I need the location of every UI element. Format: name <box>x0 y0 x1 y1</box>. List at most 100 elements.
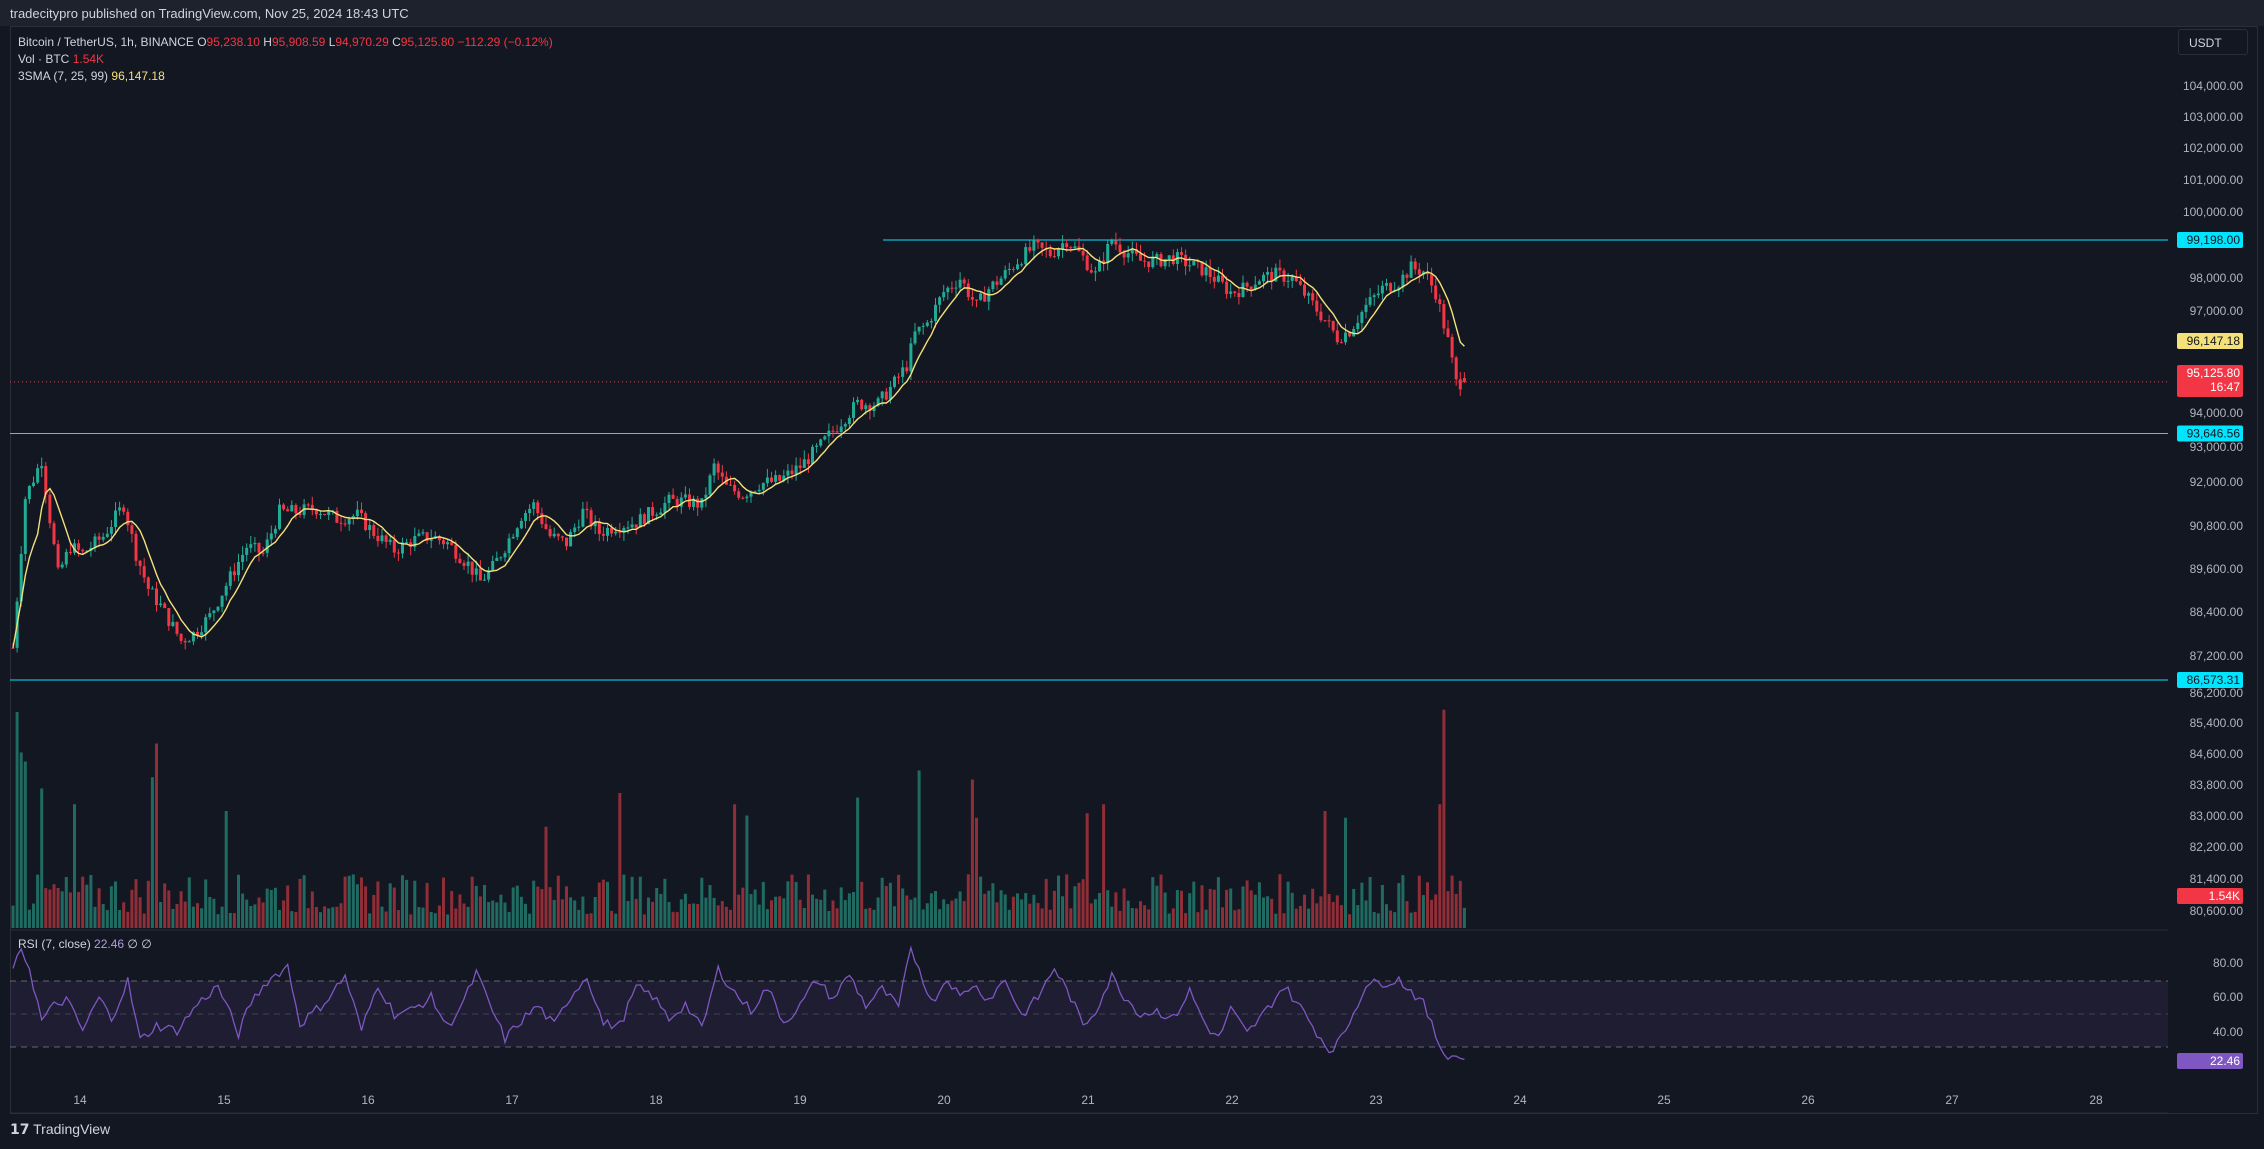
candle-body <box>216 606 220 611</box>
volume-bar <box>1442 709 1446 928</box>
candle-body <box>294 505 298 514</box>
volume-bar <box>384 911 388 928</box>
brand[interactable]: 𝟭𝟳 TradingView <box>10 1121 110 1138</box>
volume-bar <box>950 900 954 928</box>
candle-body <box>1016 264 1019 270</box>
candle-body <box>466 561 470 566</box>
volume-bar <box>647 897 650 928</box>
level-marker-text: 93,646.56 <box>2187 426 2241 440</box>
volume-bar <box>68 892 72 928</box>
candle-body <box>1290 276 1294 281</box>
volume-bar <box>458 894 462 928</box>
volume-bar <box>1110 906 1114 928</box>
candle-body <box>130 525 134 534</box>
candle-body <box>942 292 946 298</box>
candle-body <box>733 484 737 492</box>
candle-body <box>675 498 679 507</box>
candle-body <box>142 566 146 578</box>
volume-bar <box>1274 913 1278 928</box>
volume-bar <box>1143 905 1147 928</box>
candle-body <box>995 281 999 285</box>
candle-body <box>286 509 290 512</box>
time-tick-label: 20 <box>937 1093 951 1107</box>
symbol-name[interactable]: Bitcoin / TetherUS, 1h, BINANCE <box>18 35 194 49</box>
candle-body <box>856 399 860 403</box>
last-price-marker-text: 95,125.80 <box>2187 366 2241 380</box>
volume-bar <box>474 885 478 928</box>
candle-body <box>1364 304 1368 313</box>
price-axis-label: 100,000.00 <box>2183 205 2243 219</box>
volume-bar <box>249 906 253 928</box>
candle-body <box>265 539 269 553</box>
candle-body <box>159 603 163 606</box>
volume-bar <box>663 878 667 928</box>
candle-body <box>56 544 60 568</box>
candle-body <box>683 494 687 498</box>
volume-bar <box>179 891 183 928</box>
volume-bar <box>126 911 130 928</box>
volume-bar <box>704 897 708 928</box>
volume-bar <box>1323 811 1327 928</box>
candle-body <box>753 491 757 493</box>
candle-body <box>634 524 638 528</box>
legend-row-ohlc: Bitcoin / TetherUS, 1h, BINANCE O95,238.… <box>18 34 553 51</box>
volume-bar <box>159 901 163 928</box>
volume-bar <box>1196 912 1200 928</box>
volume-bar <box>798 899 802 928</box>
candle-body <box>712 463 716 476</box>
currency-button[interactable]: USDT <box>2178 29 2248 55</box>
candle-body <box>503 553 507 558</box>
candle-body <box>1098 260 1101 272</box>
candle-body <box>515 528 519 537</box>
sma-label[interactable]: 3SMA (7, 25, 99) <box>18 69 109 83</box>
price-axis-label: 82,200.00 <box>2190 840 2244 854</box>
volume-bar <box>23 761 27 928</box>
candle-body <box>1257 281 1261 285</box>
candle-body <box>540 513 544 525</box>
volume-bar <box>1413 911 1417 928</box>
candle-body <box>1188 265 1192 267</box>
volume-bar <box>913 897 917 928</box>
volume-bar <box>925 903 929 928</box>
low-value: 94,970.29 <box>335 35 389 49</box>
volume-bar <box>339 903 343 928</box>
volume-bar <box>425 882 429 928</box>
volume-bar <box>581 896 585 928</box>
candle-body <box>847 418 851 425</box>
legend-row-volume: Vol · BTC 1.54K <box>18 51 553 68</box>
volume-bar <box>975 817 978 928</box>
volume-value: 1.54K <box>72 52 105 66</box>
candles <box>11 232 1466 653</box>
candle-body <box>737 491 741 498</box>
candle-body <box>483 579 486 581</box>
volume-bar <box>638 876 642 928</box>
volume-bar <box>232 913 236 928</box>
sma-7-line <box>12 246 1465 648</box>
volume-bar <box>1241 886 1245 928</box>
volume-bar <box>130 889 134 928</box>
volume-bar <box>396 910 400 928</box>
candle-body <box>1450 336 1454 358</box>
volume-label[interactable]: Vol · BTC <box>18 52 70 66</box>
volume-bar <box>1450 875 1454 928</box>
candle-body <box>1020 264 1024 266</box>
candle-body <box>614 531 618 534</box>
candle-body <box>1081 250 1085 256</box>
price-axis-label: 84,600.00 <box>2190 747 2244 761</box>
rsi-label[interactable]: RSI (7, close) <box>18 937 91 951</box>
level-marker-bg <box>2177 232 2243 248</box>
candle-body <box>663 503 667 513</box>
candle-body <box>1216 275 1220 282</box>
volume-bar <box>155 743 158 928</box>
volume-bar <box>532 880 536 928</box>
volume-bar <box>1393 912 1397 928</box>
price-axis-label: 88,400.00 <box>2190 605 2244 619</box>
volume-bar <box>548 887 552 928</box>
time-tick-label: 25 <box>1657 1093 1671 1107</box>
volume-bar <box>901 888 905 928</box>
rsi-band-fill <box>10 981 2168 1047</box>
volume-bar <box>528 913 532 928</box>
candle-body <box>405 542 409 544</box>
candle-body <box>1323 320 1327 322</box>
